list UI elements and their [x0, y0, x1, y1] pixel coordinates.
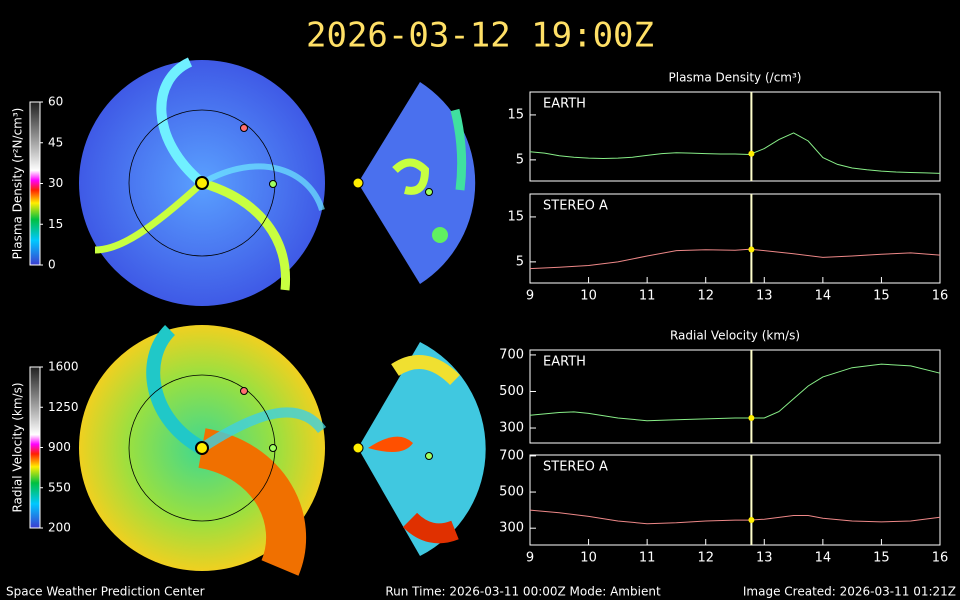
plot-frame	[529, 91, 941, 182]
x-tick-label: 9	[526, 289, 534, 304]
colorbar-label: Plasma Density (r²N/cm³)	[11, 108, 25, 260]
y-tick-label: 300	[499, 521, 524, 536]
plot-frame	[529, 349, 941, 444]
data-line	[529, 248, 941, 270]
colorbar-tick-label: 1600	[48, 360, 79, 374]
panel-label: EARTH	[543, 97, 586, 112]
colorbar-tick-label: 1250	[48, 400, 79, 414]
colorbar	[29, 101, 41, 266]
footer-center: Run Time: 2026-03-11 00:00Z Mode: Ambien…	[385, 585, 661, 599]
data-line	[529, 363, 941, 422]
footer-left: Space Weather Prediction Center	[6, 585, 205, 599]
plot-frame	[529, 454, 941, 546]
y-tick-label: 500	[499, 384, 524, 399]
page-title: 2026-03-12 19:00Z	[306, 16, 654, 56]
panel-label: STEREO A	[543, 199, 608, 214]
plot-frame	[529, 193, 941, 284]
time-marker-dot	[748, 150, 755, 157]
time-marker-dot	[748, 246, 755, 253]
x-tick-label: 15	[873, 551, 890, 566]
y-tick-label: 15	[507, 107, 524, 122]
x-tick-label: 14	[815, 289, 832, 304]
colorbar-tick-label: 0	[48, 258, 56, 272]
x-tick-label: 12	[697, 551, 714, 566]
data-line	[529, 132, 941, 174]
data-line	[529, 509, 941, 525]
colorbar-tick-label: 30	[48, 176, 63, 190]
y-tick-label: 700	[499, 347, 524, 362]
y-tick-label: 700	[499, 448, 524, 463]
y-tick-label: 5	[516, 254, 524, 269]
time-marker-dot	[748, 414, 755, 421]
y-tick-label: 5	[516, 152, 524, 167]
colorbar-tick-label: 45	[48, 135, 63, 149]
x-tick-label: 15	[873, 289, 890, 304]
colorbar-tick-label: 60	[48, 95, 63, 109]
x-tick-label: 12	[697, 289, 714, 304]
x-tick-label: 13	[756, 289, 773, 304]
x-tick-label: 10	[580, 289, 597, 304]
y-tick-label: 500	[499, 485, 524, 500]
chart-title: Radial Velocity (km/s)	[670, 329, 800, 343]
colorbar-tick-label: 550	[48, 480, 71, 494]
colorbar	[29, 366, 41, 529]
panel-label: STEREO A	[543, 460, 608, 475]
x-tick-label: 9	[526, 551, 534, 566]
velocity-map	[79, 325, 486, 576]
colorbar-tick-label: 200	[48, 521, 71, 535]
colorbar-tick-label: 900	[48, 440, 71, 454]
density-map	[79, 57, 476, 306]
time-marker-dot	[748, 516, 755, 523]
y-tick-label: 15	[507, 209, 524, 224]
x-tick-label: 14	[815, 551, 832, 566]
colorbar-tick-label: 15	[48, 217, 63, 231]
x-tick-label: 11	[639, 551, 656, 566]
footer-right: Image Created: 2026-03-11 01:21Z	[743, 585, 956, 599]
chart-title: Plasma Density (/cm³)	[669, 71, 802, 85]
x-tick-label: 13	[756, 551, 773, 566]
x-tick-label: 16	[932, 289, 949, 304]
y-tick-label: 300	[499, 421, 524, 436]
panel-label: EARTH	[543, 355, 586, 370]
x-tick-label: 11	[639, 289, 656, 304]
x-tick-label: 10	[580, 551, 597, 566]
x-tick-label: 16	[932, 551, 949, 566]
colorbar-label: Radial Velocity (km/s)	[11, 382, 25, 512]
